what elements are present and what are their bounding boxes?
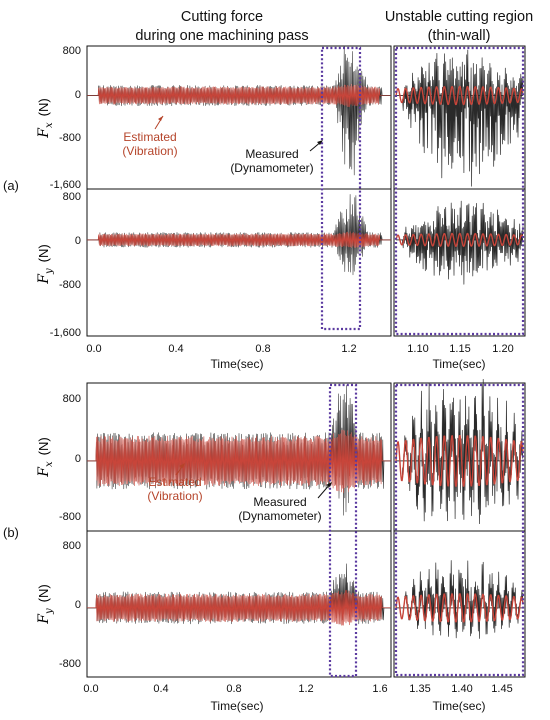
svg-text:Fx(N): Fx(N) [36,98,55,138]
ytick: -1,600 [50,327,81,339]
ytick: -800 [59,511,81,523]
panel-b-zoom-highlight-box [394,383,525,677]
header-right-line1: Unstable cutting region [385,9,533,25]
xtick: 1.15 [449,343,470,355]
ytick: 800 [63,540,81,552]
estimated-series-line [395,435,524,487]
panel-b-estimated-label-line2: (Vibration) [147,489,202,503]
header-left-line2: during one machining pass [135,28,308,44]
svg-text:Fy(N): Fy(N) [36,244,55,284]
svg-text:Fy(N): Fy(N) [36,584,55,624]
xtick: 1.2 [298,683,313,695]
header-right-line2: (thin-wall) [428,28,491,44]
panel-b-xticks-full: 0.0 0.4 0.8 1.2 1.6 [83,683,387,695]
ytick: 800 [63,191,81,203]
xtick: 0.0 [83,683,98,695]
ytick: 0 [75,235,81,247]
measured-series-line [395,49,524,187]
panel-a-estimated-label-line2: (Vibration) [122,144,177,158]
panel-b-fy-yticks: 800 0 -800 [59,540,81,670]
estimated-series-line [87,231,391,248]
estimated-series-line [395,85,524,106]
panel-b-xticks-zoom: 1.35 1.40 1.45 [409,683,512,695]
xtick: 0.8 [226,683,241,695]
panel-a-zoom-fy-frame [393,188,526,337]
panel-a-fy-ylabel: Fy(N) [36,244,55,284]
panel-b-estimated-arrowhead [179,463,185,468]
ytick: -800 [59,658,81,670]
xtick: 0.0 [86,343,101,355]
xtick: 1.10 [407,343,428,355]
panel-a-measured-label-line2: (Dynamometer) [230,161,313,175]
xtick: 1.45 [491,683,512,695]
panel-a-fy-frame [86,188,392,337]
estimated-series-line [87,590,391,626]
panel-a-xticks-zoom: 1.10 1.15 1.20 [407,343,513,355]
panel-a-xlabel-zoom: Time(sec) [433,357,486,371]
panel-a-estimated-arrowhead [158,116,163,121]
xtick: 1.20 [492,343,513,355]
panel-a-measured-arrowhead [317,140,323,145]
panel-b-zoom-fy-frame [393,530,526,678]
panel-b-xlabel-full: Time(sec) [211,699,264,713]
ytick: -800 [59,279,81,291]
panel-b-fx-ylabel: Fx(N) [36,437,55,477]
xtick: 1.35 [409,683,430,695]
panel-b-measured-arrowhead [326,482,332,487]
panel-a-fx-plot [87,45,391,176]
svg-text:Fx(N): Fx(N) [36,437,55,477]
panel-b-zoom-fy-plot [395,560,524,639]
estimated-series-line [87,83,391,108]
panel-b-letter: (b) [3,525,19,540]
panel-a-fx-ylabel: Fx(N) [36,98,55,138]
panel-b-fy-ylabel: Fy(N) [36,584,55,624]
panel-b-estimated-label-line1: Estimated [148,475,201,489]
panel-b-fy-plot [87,563,391,626]
panel-a: (a) Fx(N) Fy(N) 800 0 -800 -1,600 800 [3,45,526,371]
estimated-series-line [395,593,524,623]
xtick: 1.40 [451,683,472,695]
ytick: 800 [63,393,81,405]
xtick: 1.2 [341,343,356,355]
panel-a-fy-yticks: 800 0 -800 -1,600 [50,191,81,339]
estimated-series-line [395,232,524,247]
xtick: 1.6 [372,683,387,695]
panel-a-zoom-fy-plot [395,200,524,285]
ytick: 800 [63,45,81,57]
panel-b-measured-label-line1: Measured [253,495,306,509]
panel-b: (b) Fx(N) Fy(N) 800 0 -800 800 0 -800 0.… [3,378,526,713]
panel-a-xlabel-full: Time(sec) [211,357,264,371]
xtick: 0.8 [255,343,270,355]
panel-b-zoom-fx-plot [395,378,524,525]
measured-series-line [395,378,524,525]
ytick: 0 [75,599,81,611]
xtick: 0.4 [168,343,183,355]
estimated-series-line [87,429,391,493]
panel-a-highlight-box [320,46,362,331]
panel-a-fy-plot [87,194,391,276]
ytick: 0 [75,89,81,101]
panel-a-estimated-label-line1: Estimated [123,130,176,144]
panel-a-letter: (a) [3,178,19,193]
panel-b-fx-plot [87,385,391,516]
panel-b-measured-label-line2: (Dynamometer) [238,509,321,523]
panel-b-highlight-box [328,383,358,678]
panel-a-zoom-fx-plot [395,49,524,187]
panel-a-measured-label-line1: Measured [245,147,298,161]
header-left-line1: Cutting force [181,9,263,25]
panel-b-fy-frame [86,530,392,678]
panel-b-xlabel-zoom: Time(sec) [433,699,486,713]
measured-series-line [395,560,524,639]
panel-a-zoom-highlight-box [394,46,525,336]
panel-b-fx-yticks: 800 0 -800 [59,393,81,523]
ytick: -800 [59,132,81,144]
panel-a-fx-yticks: 800 0 -800 -1,600 [50,45,81,191]
ytick: -1,600 [50,179,81,191]
xtick: 0.4 [153,683,168,695]
panel-a-xticks-full: 0.0 0.4 0.8 1.2 [86,343,356,355]
ytick: 0 [75,453,81,465]
